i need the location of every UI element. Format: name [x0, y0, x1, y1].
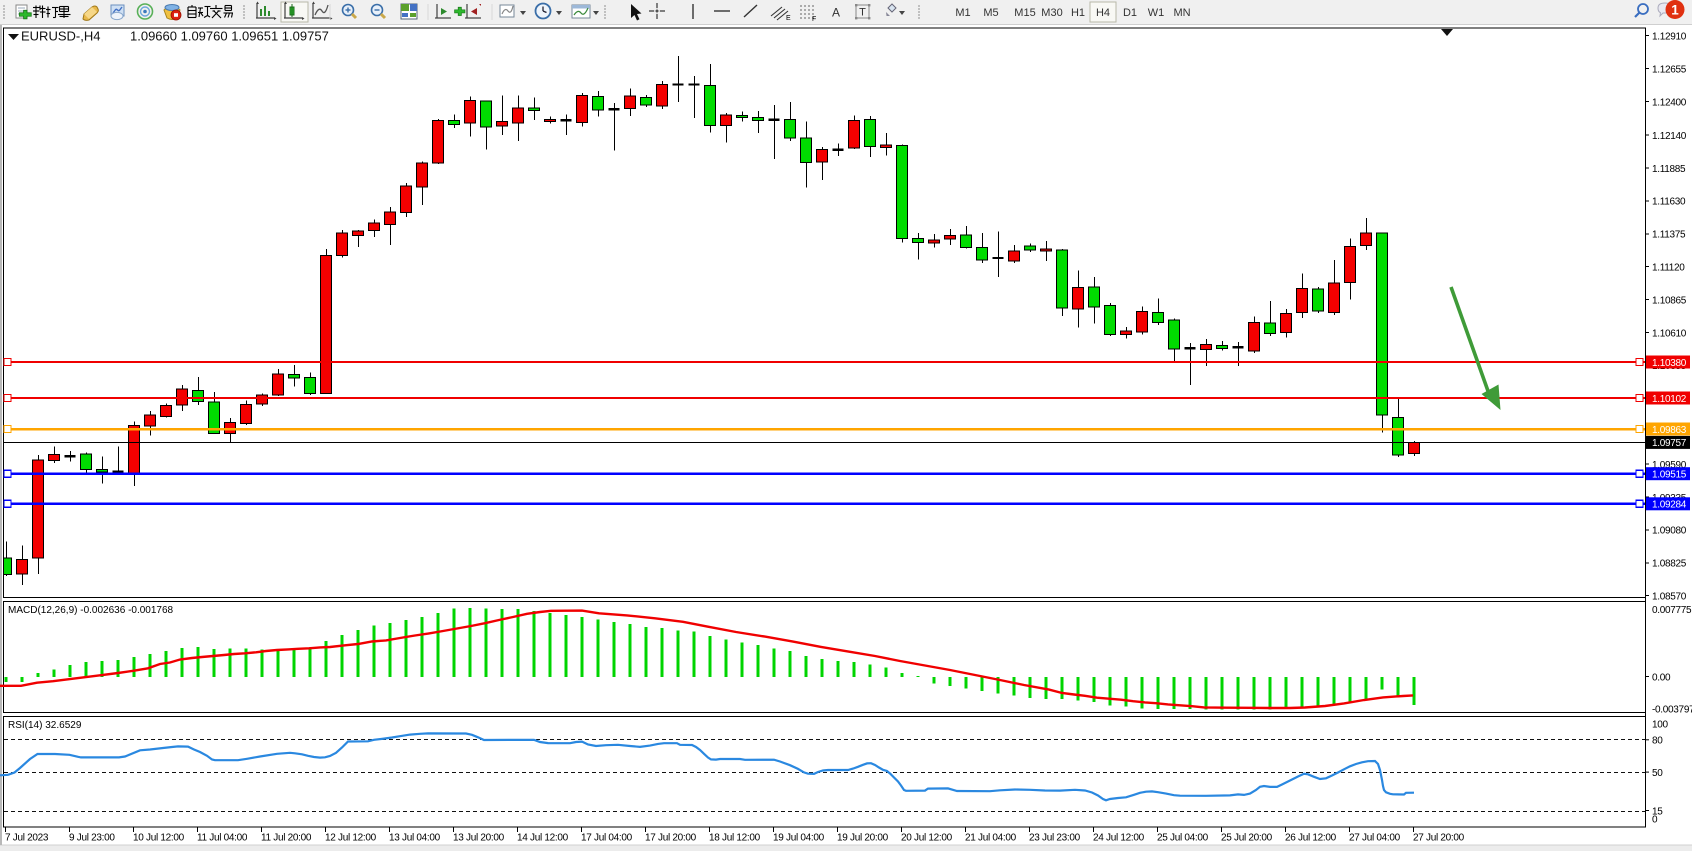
svg-text:1.11375: 1.11375 — [1652, 230, 1686, 241]
svg-text:1.08825: 1.08825 — [1652, 559, 1687, 570]
svg-text:A: A — [832, 6, 840, 20]
svg-text:25 Jul 04:00: 25 Jul 04:00 — [1157, 833, 1209, 844]
svg-text:-0.003797: -0.003797 — [1652, 704, 1692, 715]
svg-text:15: 15 — [1652, 806, 1663, 817]
svg-text:0: 0 — [1652, 814, 1658, 825]
svg-text:1.11120: 1.11120 — [1652, 262, 1685, 273]
svg-text:1.12400: 1.12400 — [1652, 97, 1687, 108]
svg-text:1.09284: 1.09284 — [1652, 500, 1687, 511]
svg-text:27 Jul 04:00: 27 Jul 04:00 — [1349, 833, 1401, 844]
svg-text:1.10610: 1.10610 — [1652, 328, 1687, 339]
svg-text:0.007775: 0.007775 — [1652, 605, 1692, 616]
svg-text:M15: M15 — [1014, 7, 1035, 19]
svg-text:20 Jul 12:00: 20 Jul 12:00 — [901, 833, 953, 844]
svg-text:1: 1 — [1671, 3, 1679, 18]
svg-text:12 Jul 12:00: 12 Jul 12:00 — [325, 833, 377, 844]
svg-text:RSI(14) 32.6529: RSI(14) 32.6529 — [8, 720, 82, 731]
svg-text:7 Jul 2023: 7 Jul 2023 — [5, 833, 49, 844]
svg-text:17 Jul 04:00: 17 Jul 04:00 — [581, 833, 633, 844]
svg-text:11 Jul 20:00: 11 Jul 20:00 — [261, 833, 312, 844]
svg-text:80: 80 — [1652, 736, 1663, 747]
svg-text:1.09660 1.09760 1.09651 1.0975: 1.09660 1.09760 1.09651 1.09757 — [130, 29, 329, 44]
svg-text:1.08570: 1.08570 — [1652, 592, 1687, 603]
svg-text:19 Jul 04:00: 19 Jul 04:00 — [773, 833, 825, 844]
svg-text:9 Jul 23:00: 9 Jul 23:00 — [69, 833, 115, 844]
svg-text:1.09863: 1.09863 — [1652, 425, 1687, 436]
svg-text:14 Jul 12:00: 14 Jul 12:00 — [517, 833, 569, 844]
svg-text:M5: M5 — [983, 7, 998, 19]
svg-text:1.12910: 1.12910 — [1652, 32, 1687, 43]
svg-text:1.09757: 1.09757 — [1652, 438, 1687, 449]
svg-text:0.00: 0.00 — [1652, 672, 1671, 683]
svg-text:11 Jul 04:00: 11 Jul 04:00 — [197, 833, 248, 844]
svg-text:100: 100 — [1652, 720, 1669, 731]
svg-text:13 Jul 04:00: 13 Jul 04:00 — [389, 833, 441, 844]
svg-text:21 Jul 04:00: 21 Jul 04:00 — [965, 833, 1017, 844]
svg-text:1.10865: 1.10865 — [1652, 295, 1687, 306]
svg-text:19 Jul 20:00: 19 Jul 20:00 — [837, 833, 889, 844]
svg-text:27 Jul 20:00: 27 Jul 20:00 — [1413, 833, 1465, 844]
svg-text:H4: H4 — [1096, 7, 1110, 19]
svg-text:1.09515: 1.09515 — [1652, 470, 1687, 481]
svg-text:18 Jul 12:00: 18 Jul 12:00 — [709, 833, 761, 844]
svg-text:1.12655: 1.12655 — [1652, 64, 1687, 75]
svg-text:D1: D1 — [1123, 7, 1137, 19]
svg-text:26 Jul 12:00: 26 Jul 12:00 — [1285, 833, 1337, 844]
svg-text:MACD(12,26,9) -0.002636 -0.001: MACD(12,26,9) -0.002636 -0.001768 — [8, 605, 174, 616]
svg-text:M30: M30 — [1041, 7, 1062, 19]
svg-text:25 Jul 20:00: 25 Jul 20:00 — [1221, 833, 1273, 844]
svg-text:13 Jul 20:00: 13 Jul 20:00 — [453, 833, 505, 844]
svg-text:EURUSD-,H4: EURUSD-,H4 — [21, 29, 100, 44]
svg-text:23 Jul 23:00: 23 Jul 23:00 — [1029, 833, 1081, 844]
svg-text:1.10380: 1.10380 — [1652, 358, 1687, 369]
svg-text:1.09080: 1.09080 — [1652, 526, 1687, 537]
svg-text:1.11630: 1.11630 — [1652, 197, 1686, 208]
svg-text:1.10102: 1.10102 — [1652, 394, 1687, 405]
svg-text:E: E — [786, 15, 791, 22]
svg-text:17 Jul 20:00: 17 Jul 20:00 — [645, 833, 697, 844]
svg-text:1.12140: 1.12140 — [1652, 131, 1687, 142]
svg-text:1.11885: 1.11885 — [1652, 164, 1686, 175]
svg-text:10 Jul 12:00: 10 Jul 12:00 — [133, 833, 185, 844]
svg-text:1.09590: 1.09590 — [1652, 460, 1687, 471]
svg-text:H1: H1 — [1071, 7, 1085, 19]
svg-text:M1: M1 — [955, 7, 970, 19]
svg-text:50: 50 — [1652, 768, 1663, 779]
svg-text:T: T — [859, 7, 866, 19]
svg-text:24 Jul 12:00: 24 Jul 12:00 — [1093, 833, 1145, 844]
svg-text:W1: W1 — [1148, 7, 1165, 19]
svg-text:F: F — [812, 16, 816, 23]
svg-text:MN: MN — [1173, 7, 1190, 19]
